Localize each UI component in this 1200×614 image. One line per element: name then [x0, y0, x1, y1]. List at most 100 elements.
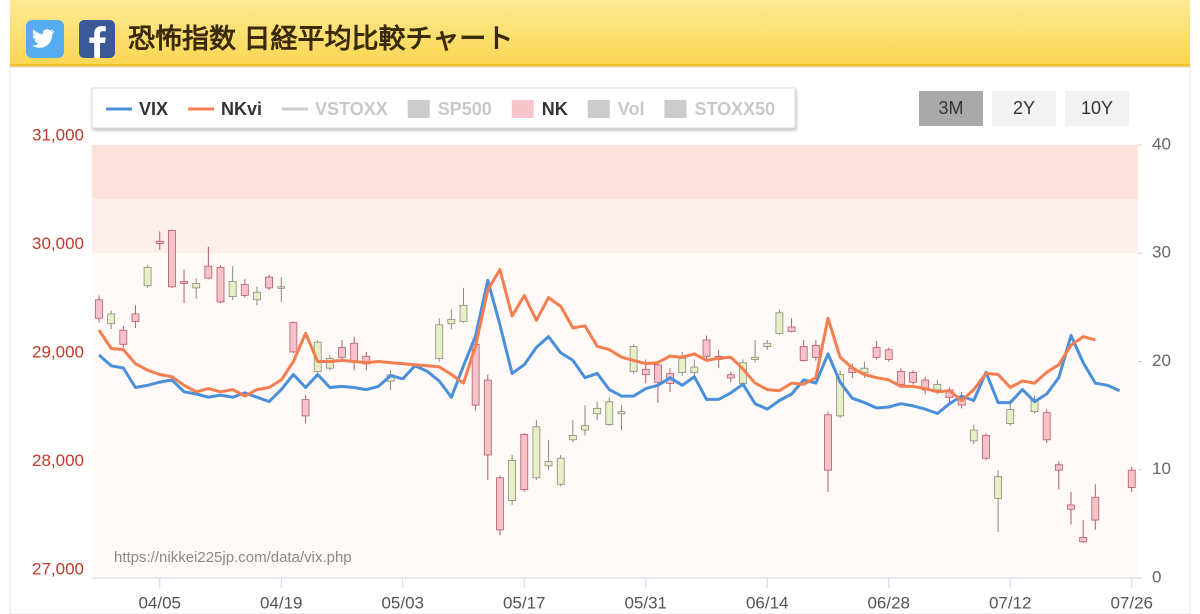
legend-swatch[interactable] — [407, 100, 430, 118]
legend-label[interactable]: VSTOXX — [315, 99, 388, 119]
legend-item[interactable]: NKvi — [188, 99, 262, 119]
candle-body — [593, 407, 602, 415]
candle-body — [982, 435, 990, 459]
candle-body — [799, 346, 808, 361]
legend-label[interactable]: STOXX50 — [694, 99, 775, 119]
legend-item[interactable]: NK — [511, 99, 568, 119]
legend-swatch[interactable] — [511, 100, 534, 118]
candle-body — [1054, 464, 1063, 471]
line-series — [97, 268, 1096, 402]
range-button-bg[interactable] — [919, 91, 983, 126]
candle-body — [860, 367, 869, 373]
candle-body — [459, 304, 468, 322]
candle-body — [787, 326, 796, 332]
legend-label[interactable]: NKvi — [221, 99, 262, 119]
candle-body — [520, 433, 529, 491]
legend-label[interactable]: NK — [542, 99, 568, 119]
candle-body — [775, 312, 784, 334]
y2-tick-label: 40 — [1152, 134, 1171, 153]
band — [91, 199, 1138, 254]
candle-body — [338, 347, 346, 358]
legend-item[interactable]: VSTOXX — [282, 99, 388, 119]
range-button[interactable]: 10Y — [1065, 91, 1129, 126]
candle-body — [1091, 496, 1100, 521]
x-tick-label: 05/17 — [503, 593, 546, 612]
band — [91, 253, 1138, 578]
range-button[interactable]: 2Y — [992, 91, 1056, 126]
candle-body — [1042, 412, 1051, 441]
facebook-button[interactable] — [79, 20, 115, 58]
candle-body — [811, 345, 820, 358]
legend-item[interactable]: STOXX50 — [664, 99, 775, 119]
facebook-glyph — [89, 26, 106, 58]
candle-body — [678, 358, 687, 373]
candle-body — [204, 265, 213, 279]
page-title: 恐怖指数 日経平均比較チャート — [128, 23, 513, 54]
candle-body — [532, 426, 541, 479]
candle-body — [654, 364, 662, 383]
y-tick-label: 29,000 — [32, 342, 84, 361]
candle-body — [435, 324, 444, 359]
candle-body — [265, 276, 274, 289]
candle-body — [544, 461, 553, 467]
candle-body — [289, 322, 298, 353]
candle-body — [496, 477, 504, 531]
range-button-bg[interactable] — [992, 91, 1056, 126]
candle-body — [763, 342, 772, 347]
y2-tick-label: 30 — [1152, 243, 1171, 262]
candle-body — [568, 435, 577, 441]
legend-label[interactable]: SP500 — [438, 99, 492, 119]
candle-body — [994, 476, 1002, 499]
candle-body — [1079, 537, 1088, 543]
legend-swatch[interactable] — [587, 100, 610, 118]
legend-swatch[interactable] — [664, 100, 687, 118]
x-tick-label: 06/14 — [746, 593, 789, 612]
candle-body — [277, 286, 286, 289]
candle-body — [240, 284, 249, 296]
legend-item[interactable]: SP500 — [407, 99, 492, 119]
candle-body — [119, 329, 128, 345]
candle-body — [350, 342, 359, 361]
candle-body — [253, 291, 261, 301]
header-border — [10, 64, 1190, 67]
y-tick-label: 30,000 — [32, 234, 84, 253]
candle-body — [95, 299, 103, 319]
range-button-bg[interactable] — [1065, 91, 1129, 126]
legend-label[interactable]: VIX — [139, 99, 168, 119]
candle-body — [1006, 409, 1015, 424]
twitter-button[interactable] — [26, 20, 64, 58]
candle-body — [301, 399, 310, 417]
candle-body — [325, 358, 334, 369]
x-tick-label: 05/03 — [381, 593, 424, 612]
candle-body — [836, 374, 845, 417]
legend-item[interactable]: VIX — [106, 99, 168, 119]
header-bar — [10, 0, 1190, 66]
candle-body — [1067, 504, 1075, 510]
candle-body — [508, 460, 517, 501]
candle-body — [483, 379, 492, 456]
range-button[interactable]: 3M — [919, 91, 983, 126]
legend-label[interactable]: Vol — [618, 99, 645, 119]
candle-body — [228, 280, 237, 297]
candle-body — [969, 429, 978, 442]
candle-body — [641, 368, 650, 376]
candle-body — [155, 240, 164, 244]
candle-body — [107, 313, 116, 325]
candle-body — [1127, 469, 1136, 488]
range-button-label[interactable]: 3M — [938, 98, 963, 118]
band — [91, 145, 1138, 200]
candle-body — [897, 371, 905, 385]
candle-body — [702, 339, 711, 357]
legend-item[interactable]: Vol — [587, 99, 645, 119]
range-button-label[interactable]: 10Y — [1081, 98, 1113, 118]
x-tick-label: 04/05 — [138, 593, 181, 612]
x-tick-label: 07/12 — [989, 593, 1032, 612]
candle-body — [167, 229, 176, 288]
y-tick-label: 27,000 — [32, 559, 84, 578]
x-tick-label: 06/28 — [867, 593, 910, 612]
x-tick-label: 04/19 — [260, 593, 303, 612]
y2-tick-label: 0 — [1152, 567, 1161, 586]
candle-body — [447, 318, 456, 325]
range-button-label[interactable]: 2Y — [1013, 98, 1035, 118]
